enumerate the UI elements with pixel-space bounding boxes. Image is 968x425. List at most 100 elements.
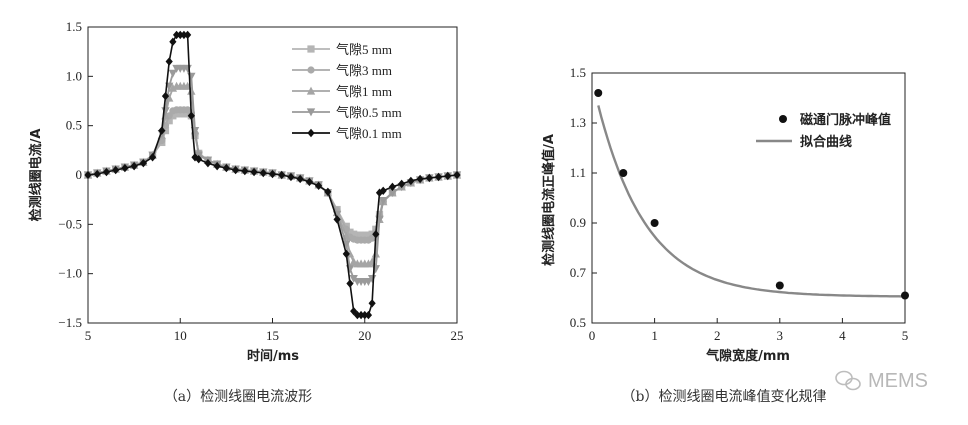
- chart-a-yticks: 1.5 1.0 0.5 0 −0.5 −1.0 −1.5: [58, 19, 93, 330]
- chart-a-point: [357, 310, 365, 320]
- chart-a-point: [172, 110, 181, 118]
- chart-a-point: [241, 166, 249, 176]
- chart-a-legend-item: 气隙3 mm: [292, 63, 392, 78]
- chart-b-point: [650, 219, 659, 227]
- chart-a-ytick-label: 1.0: [66, 68, 82, 83]
- chart-a-point: [315, 181, 323, 191]
- chart-a-point: [388, 189, 397, 198]
- chart-a-point: [168, 69, 178, 78]
- chart-a-point: [169, 37, 177, 46]
- chart-a-point: [187, 72, 196, 81]
- chart-b-point: [901, 291, 909, 300]
- chart-a-point: [379, 186, 387, 195]
- chart-a-point: [353, 231, 361, 239]
- chart-b: 1.5 1.3 1.1 0.9 0.7 0.5 0 1 2 3 4 5 气隙宽度/mm 检测线圈电流…: [541, 65, 909, 405]
- chart-a-point: [172, 30, 181, 40]
- chart-a-point: [333, 215, 341, 224]
- chart-a-point: [416, 174, 424, 184]
- chart-a-point: [180, 110, 188, 118]
- chart-a-legend-label: 气隙3 mm: [336, 63, 392, 78]
- chart-b-ytick-label: 1.5: [570, 65, 586, 80]
- chart-b-ytick-label: 1.1: [570, 165, 586, 180]
- chart-b-legend-item: 磁通门脉冲峰值: [779, 112, 891, 128]
- chart-a-xlabel: 时间/ms: [247, 348, 299, 364]
- watermark: MEMS: [835, 370, 928, 392]
- chart-a-series: [83, 30, 462, 320]
- chart-a-ytick-label: −1.5: [58, 315, 82, 330]
- chart-b-xtick-label: 3: [777, 328, 784, 343]
- chart-a-point: [180, 30, 188, 40]
- chart-a-point: [232, 165, 240, 175]
- chart-b-xlabel: 气隙宽度/mm: [706, 348, 790, 364]
- chart-a-point: [368, 234, 376, 242]
- chart-a-xtick-label: 10: [174, 328, 187, 343]
- wechat-icon: [835, 370, 861, 391]
- chart-a-point: [398, 179, 406, 189]
- chart-a-legend-marker: [307, 128, 315, 138]
- chart-a-point: [305, 177, 313, 187]
- chart-b-frame: [591, 72, 906, 324]
- chart-b-caption: （b）检测线圈电流峰值变化规律: [622, 389, 827, 405]
- chart-a-point: [453, 170, 461, 180]
- chart-b-xtick-label: 1: [651, 328, 658, 343]
- chart-a-point: [364, 231, 373, 239]
- chart-a-point: [361, 231, 369, 239]
- chart-a-point: [346, 279, 354, 288]
- chart-a-point: [213, 161, 221, 171]
- chart-a-point: [372, 230, 380, 239]
- chart-b-ytick-label: 0.9: [570, 215, 586, 230]
- chart-a-legend-label: 气隙5 mm: [336, 42, 392, 57]
- chart-a-series-5: [84, 30, 461, 320]
- chart-a-legend-item: 气隙5 mm: [292, 42, 392, 57]
- chart-a-point: [379, 197, 388, 206]
- chart-a-xticks: 5 10 15 20 25: [85, 318, 464, 343]
- chart-a-point: [176, 30, 184, 40]
- chart-a-legend-marker: [307, 45, 315, 53]
- chart-a-point: [407, 176, 415, 186]
- chart-a-point: [102, 167, 111, 177]
- chart-b-xtick-label: 0: [589, 328, 596, 343]
- chart-a-ytick-label: −1.0: [58, 266, 82, 281]
- chart-a-point: [158, 126, 166, 135]
- chart-a-point: [148, 153, 157, 162]
- chart-a-ytick-label: 0.5: [66, 118, 82, 133]
- chart-a-point: [268, 169, 277, 179]
- chart-a-point: [184, 30, 192, 40]
- chart-a-point: [165, 117, 173, 125]
- chart-b-point: [775, 281, 784, 290]
- chart-a-point: [350, 230, 358, 238]
- chart-b-yticks: 1.5 1.3 1.1 0.9 0.7 0.5: [570, 65, 597, 330]
- chart-b-xtick-label: 4: [839, 328, 846, 343]
- chart-a-point: [187, 86, 196, 95]
- chart-a-point: [139, 158, 147, 168]
- chart-a-point: [169, 112, 177, 120]
- chart-a-point: [368, 299, 376, 308]
- chart-a-point: [93, 169, 101, 179]
- chart-a-xtick-label: 15: [266, 328, 279, 343]
- chart-a-point: [187, 111, 195, 120]
- chart-a-ytick-label: 1.5: [66, 19, 82, 34]
- chart-a-point: [371, 249, 381, 258]
- chart-a-legend-label: 气隙0.5 mm: [336, 105, 402, 120]
- chart-a-point: [357, 231, 365, 239]
- chart-a-point: [259, 168, 267, 178]
- chart-a-xtick-label: 20: [358, 328, 371, 343]
- chart-b-ylabel: 检测线圈电流正峰值/A: [541, 134, 557, 266]
- chart-b-xtick-label: 2: [714, 328, 721, 343]
- chart-a-caption: （a）检测线圈电流波形: [164, 389, 312, 405]
- chart-a-point: [342, 240, 351, 249]
- chart-b-point: [594, 89, 603, 97]
- chart-a-point: [346, 228, 354, 236]
- chart-a-xtick-label: 25: [451, 328, 464, 343]
- chart-a-point: [324, 187, 332, 196]
- chart-a-legend-marker: [306, 86, 316, 95]
- chart-b-legend-item: 拟合曲线: [756, 134, 852, 150]
- chart-a-point: [349, 275, 358, 283]
- chart-b-ytick-label: 0.7: [570, 265, 587, 280]
- chart-a-point: [444, 171, 452, 181]
- chart-b-xtick-label: 5: [902, 328, 909, 343]
- chart-a-legend-item: 气隙0.1 mm: [292, 126, 402, 141]
- chart-b-fit-curve: [597, 105, 905, 298]
